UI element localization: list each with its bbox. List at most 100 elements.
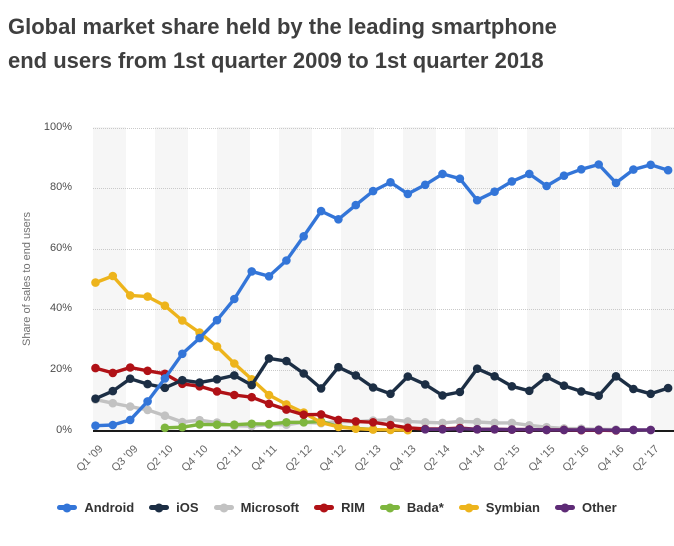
series-symbian-point[interactable] <box>316 418 326 427</box>
series-other-point[interactable] <box>472 425 482 434</box>
series-other-point[interactable] <box>507 425 517 434</box>
series-ios-point[interactable] <box>629 384 638 394</box>
series-microsoft-point[interactable] <box>472 417 482 427</box>
series-microsoft-point[interactable] <box>403 417 413 426</box>
series-rim-point[interactable] <box>282 405 291 414</box>
series-android-point[interactable] <box>594 160 603 169</box>
series-ios-point[interactable] <box>125 374 135 384</box>
series-other-point[interactable] <box>559 425 569 435</box>
legend-item-symbian[interactable]: Symbian <box>458 500 540 515</box>
series-other-point[interactable] <box>438 425 447 434</box>
series-ios-point[interactable] <box>611 372 621 381</box>
series-microsoft-point[interactable] <box>490 418 499 428</box>
series-ios-point[interactable] <box>559 381 569 391</box>
series-android-point[interactable] <box>455 174 465 183</box>
series-android-point[interactable] <box>438 169 447 179</box>
series-microsoft-point[interactable] <box>438 418 447 428</box>
series-android-point[interactable] <box>559 171 569 180</box>
series-android-point[interactable] <box>282 256 291 265</box>
series-ios-point[interactable] <box>351 371 361 380</box>
series-microsoft-point[interactable] <box>160 411 170 421</box>
series-android-point[interactable] <box>472 195 482 205</box>
series-android-point[interactable] <box>420 180 430 190</box>
series-android-point[interactable] <box>125 415 135 425</box>
legend-item-ios[interactable]: iOS <box>149 500 199 515</box>
series-android-point[interactable] <box>490 187 499 196</box>
series-ios-point[interactable] <box>212 375 222 384</box>
series-android-point[interactable] <box>264 272 274 281</box>
series-other-point[interactable] <box>542 425 551 435</box>
series-rim-point[interactable] <box>299 410 309 420</box>
series-ios-point[interactable] <box>386 389 395 399</box>
series-other-point[interactable] <box>455 424 465 434</box>
series-ios-point[interactable] <box>420 380 430 389</box>
series-bada-point[interactable] <box>299 418 309 427</box>
series-android-point[interactable] <box>108 420 118 430</box>
series-ios-point[interactable] <box>594 391 603 401</box>
series-symbian-point[interactable] <box>160 301 170 311</box>
series-symbian-point[interactable] <box>368 425 378 434</box>
series-microsoft-point[interactable] <box>143 405 152 415</box>
series-rim-point[interactable] <box>403 423 413 433</box>
legend-item-android[interactable]: Android <box>57 500 134 515</box>
series-rim-point[interactable] <box>316 410 326 419</box>
series-rim-point[interactable] <box>91 363 100 373</box>
series-ios-point[interactable] <box>299 369 309 378</box>
series-ios-point[interactable] <box>646 389 655 399</box>
series-android-point[interactable] <box>368 186 378 196</box>
series-ios-point[interactable] <box>577 387 586 396</box>
series-symbian-point[interactable] <box>212 342 222 351</box>
series-ios-point[interactable] <box>91 394 100 404</box>
series-ios-point[interactable] <box>247 380 256 390</box>
series-ios-point[interactable] <box>316 384 326 393</box>
series-symbian-point[interactable] <box>143 292 152 301</box>
legend-item-bada[interactable]: Bada* <box>379 500 444 515</box>
series-ios-point[interactable] <box>178 375 187 385</box>
series-ios-point[interactable] <box>282 356 291 366</box>
series-ios-point[interactable] <box>663 383 673 393</box>
series-ios-point[interactable] <box>230 371 239 380</box>
series-android-point[interactable] <box>247 267 256 276</box>
series-android-point[interactable] <box>542 181 551 191</box>
series-other-point[interactable] <box>646 425 655 435</box>
series-other-point[interactable] <box>577 425 586 435</box>
series-other-point[interactable] <box>629 425 638 435</box>
series-android-point[interactable] <box>577 165 586 174</box>
series-android-point[interactable] <box>230 294 239 304</box>
series-android-point[interactable] <box>629 165 638 174</box>
series-ios-point[interactable] <box>542 372 551 382</box>
series-bada-point[interactable] <box>160 423 170 433</box>
series-rim-point[interactable] <box>125 363 135 372</box>
series-other-point[interactable] <box>490 425 499 434</box>
series-android-point[interactable] <box>91 421 100 431</box>
series-android-point[interactable] <box>403 189 413 199</box>
series-symbian-point[interactable] <box>334 422 343 432</box>
series-android-point[interactable] <box>646 160 655 170</box>
series-symbian-point[interactable] <box>91 278 100 287</box>
series-rim-point[interactable] <box>143 366 152 376</box>
series-ios-point[interactable] <box>525 386 534 396</box>
series-other-point[interactable] <box>594 425 603 435</box>
series-rim-point[interactable] <box>230 390 239 400</box>
series-android-point[interactable] <box>351 200 361 210</box>
series-android-point[interactable] <box>611 178 621 188</box>
series-ios-point[interactable] <box>143 379 152 389</box>
series-other-point[interactable] <box>611 425 621 435</box>
series-android-point[interactable] <box>525 169 534 179</box>
series-ios-point[interactable] <box>507 382 517 391</box>
series-microsoft-point[interactable] <box>125 402 135 411</box>
series-rim-point[interactable] <box>334 415 343 425</box>
series-ios-point[interactable] <box>334 362 343 372</box>
series-symbian-point[interactable] <box>230 359 239 368</box>
series-rim-point[interactable] <box>368 418 378 427</box>
series-ios-point[interactable] <box>108 386 118 396</box>
series-ios-point[interactable] <box>160 383 170 393</box>
series-other-point[interactable] <box>420 425 430 434</box>
series-rim-point[interactable] <box>351 417 361 426</box>
series-android-point[interactable] <box>334 215 343 224</box>
series-android-point[interactable] <box>212 315 222 325</box>
series-rim-point[interactable] <box>386 420 395 430</box>
series-bada-point[interactable] <box>212 420 222 430</box>
series-symbian-point[interactable] <box>125 291 135 300</box>
series-ios-point[interactable] <box>264 354 274 363</box>
